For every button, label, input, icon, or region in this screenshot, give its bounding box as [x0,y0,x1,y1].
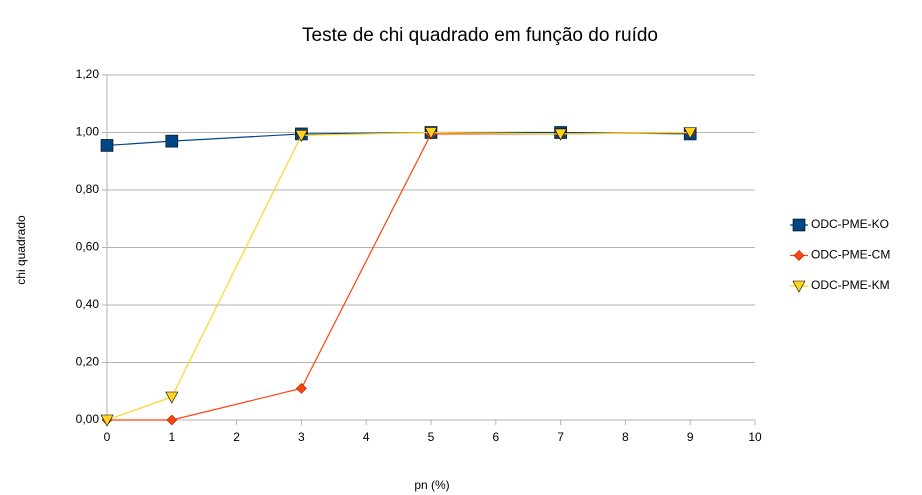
y-tick-label: 1,00 [76,125,100,139]
x-tick-label: 10 [748,430,762,444]
x-tick-label: 2 [233,430,240,444]
legend-marker [793,250,805,261]
marker [683,127,697,140]
marker [165,134,179,148]
legend-marker [792,218,806,232]
x-tick-label: 6 [492,430,499,444]
legend-label: ODC-PME-KO [811,217,889,231]
marker [295,382,307,394]
x-tick-label: 4 [363,430,370,444]
y-tick-label: 1,20 [76,67,100,81]
y-tick-label: 0,60 [76,240,100,254]
y-tick-label: 0,00 [76,412,100,426]
y-tick-label: 0,80 [76,182,100,196]
marker [100,139,114,152]
x-tick-label: 8 [622,430,629,444]
y-tick-label: 0,40 [76,297,100,311]
legend-label: ODC-PME-KM [811,278,890,292]
y-axis-label: chi quadrado [14,215,28,285]
x-tick-label: 5 [428,430,435,444]
x-tick-label: 1 [168,430,175,444]
marker [166,414,178,426]
marker [554,128,568,141]
marker [100,414,114,427]
legend-label: ODC-PME-CM [811,248,890,262]
series-line [107,131,691,421]
x-tick-label: 3 [298,430,305,444]
marker [294,130,308,143]
marker [165,391,179,404]
series-line [106,131,691,421]
legend-marker [792,280,806,293]
chart-title: Teste de chi quadrado em função do ruído [302,25,658,46]
series-line [106,131,691,147]
y-tick-label: 0,20 [76,355,100,369]
marker [424,127,438,140]
x-tick-label: 9 [687,430,694,444]
x-axis-label: pn (%) [414,478,449,492]
x-tick-label: 0 [104,430,111,444]
x-tick-label: 7 [557,430,564,444]
